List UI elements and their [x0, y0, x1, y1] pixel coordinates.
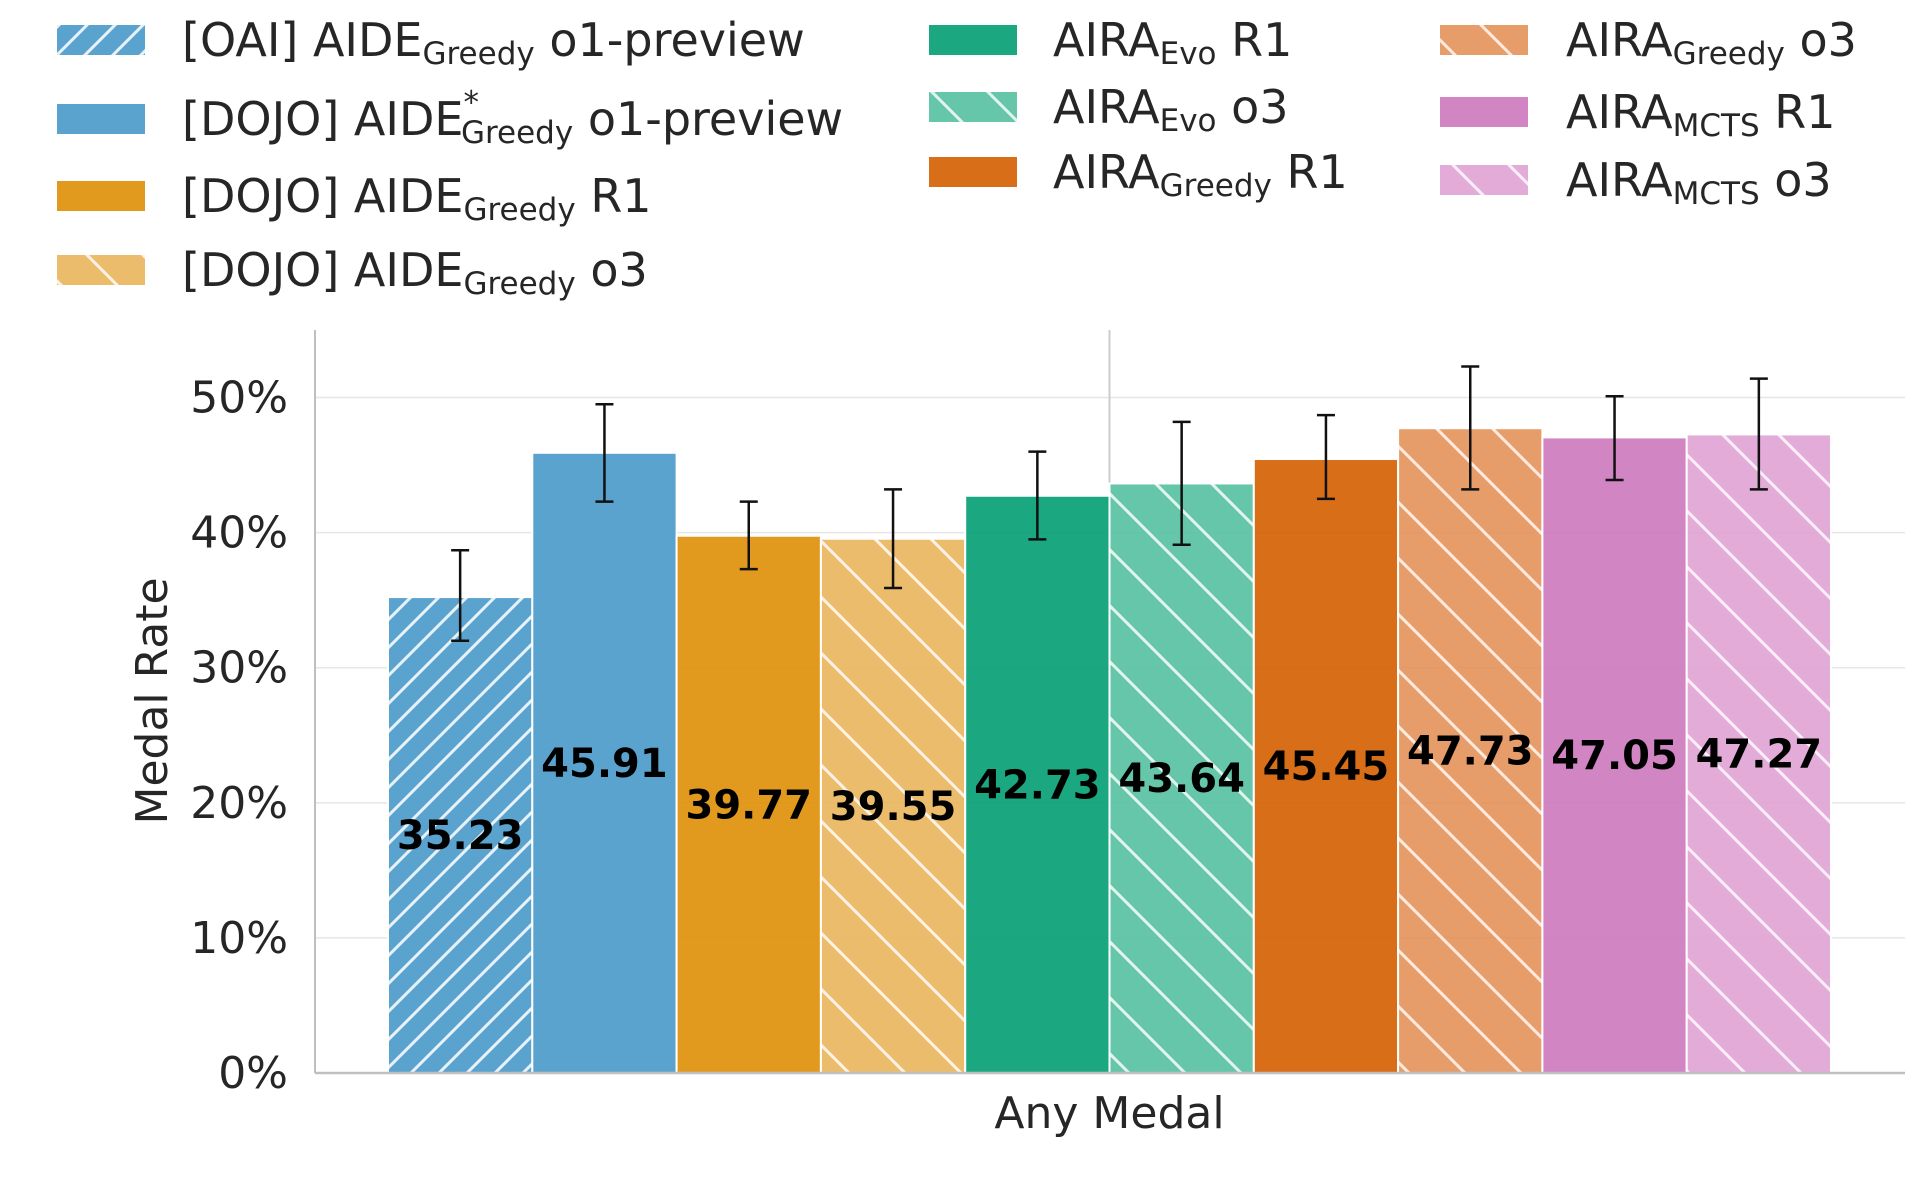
legend-item-5: AIRAEvo R1: [929, 13, 1292, 72]
legend-swatch-7: [929, 157, 1017, 187]
value-label-5: 42.73: [974, 762, 1101, 808]
legend-label-10: AIRAMCTS o3: [1566, 153, 1832, 212]
y-tick-label-40: 40%: [190, 508, 288, 559]
y-tick-label-30: 30%: [190, 643, 288, 694]
bar-group-10: [1685, 377, 1832, 1074]
legend-item-2: [DOJO] AIDE* Greedy o1-preview: [57, 85, 843, 151]
legend-item-7: AIRAGreedy R1: [929, 145, 1348, 204]
bar-hatch-1: [388, 597, 533, 1073]
legend-item-9: AIRAMCTS R1: [1440, 85, 1835, 144]
x-axis-label: Any Medal: [994, 1088, 1224, 1139]
legend-swatch-9: [1440, 97, 1528, 127]
legend-label-1: [OAI] AIDEGreedy o1-preview: [182, 13, 805, 72]
axes: 0% 10% 20% 30% 40% 50% Any Medal Medal Rate: [127, 330, 1905, 1139]
legend-swatch-hatch-10: [1440, 165, 1528, 195]
value-label-1: 35.23: [397, 813, 524, 859]
legend-label-6: AIRAEvo o3: [1053, 80, 1289, 139]
value-label-9: 47.05: [1551, 733, 1678, 779]
value-label-7: 45.45: [1263, 744, 1390, 790]
y-axis-label: Medal Rate: [127, 577, 178, 824]
bar-hatch-10: [1686, 434, 1831, 1073]
bar-group-3: [675, 500, 822, 1074]
value-label-4: 39.55: [830, 784, 957, 830]
legend-label-4: [DOJO] AIDEGreedy o3: [182, 243, 648, 302]
value-labels: 35.23 45.91 39.77 39.55 42.73 43.64 45.45 47.73…: [397, 729, 1822, 859]
legend-swatch-hatch-8: [1440, 25, 1528, 55]
legend-item-4: [DOJO] AIDEGreedy o3: [57, 243, 648, 302]
legend-label-3: [DOJO] AIDEGreedy R1: [182, 169, 652, 228]
legend-item-8: AIRAGreedy o3: [1440, 13, 1857, 72]
legend-swatch-3: [57, 181, 145, 211]
bar-3: [675, 534, 822, 1074]
bar-group-7: [1252, 413, 1400, 1074]
legend-swatch-2: [57, 104, 145, 134]
legend: [OAI] AIDEGreedy o1-preview [DOJO] AIDE* G…: [57, 13, 1857, 302]
legend-swatch-hatch-1: [57, 25, 145, 55]
legend-label-8: AIRAGreedy o3: [1566, 13, 1857, 72]
legend-label-2: [DOJO] AIDE* Greedy o1-preview: [182, 85, 843, 151]
bar-2: [531, 451, 678, 1075]
bar-group-6: [1108, 420, 1255, 1075]
legend-label-7: AIRAGreedy R1: [1053, 145, 1348, 204]
bar-group-1: [387, 548, 534, 1074]
bar-hatch-4: [820, 538, 966, 1073]
legend-swatch-hatch-4: [57, 255, 145, 285]
legend-item-10: AIRAMCTS o3: [1440, 153, 1832, 212]
bar-group-4: [819, 488, 967, 1074]
legend-swatch-hatch-6: [929, 92, 1017, 122]
value-label-2: 45.91: [541, 741, 668, 787]
y-tick-label-0: 0%: [218, 1048, 288, 1099]
legend-item-1: [OAI] AIDEGreedy o1-preview: [57, 13, 805, 72]
y-tick-label-10: 10%: [190, 913, 288, 964]
y-tick-label-50: 50%: [190, 373, 288, 424]
legend-swatch-5: [929, 25, 1017, 55]
bar-group-5: [964, 450, 1111, 1074]
legend-item-6: AIRAEvo o3: [929, 80, 1289, 139]
legend-label-5: AIRAEvo R1: [1053, 13, 1292, 72]
bar-group-2: [531, 403, 678, 1075]
bar-group-8: [1397, 365, 1544, 1074]
value-label-8: 47.73: [1407, 729, 1534, 775]
y-tick-label-20: 20%: [190, 778, 288, 829]
legend-label-9: AIRAMCTS R1: [1566, 85, 1835, 144]
value-label-3: 39.77: [685, 782, 812, 828]
bar-hatch-8: [1398, 428, 1543, 1074]
value-label-6: 43.64: [1118, 756, 1245, 802]
legend-item-3: [DOJO] AIDEGreedy R1: [57, 169, 652, 228]
value-label-10: 47.27: [1696, 732, 1823, 778]
bars: [387, 365, 1832, 1075]
bar-9: [1541, 436, 1688, 1074]
bar-group-9: [1541, 394, 1688, 1074]
bar-hatch-6: [1109, 483, 1254, 1074]
bar-7: [1252, 458, 1400, 1074]
